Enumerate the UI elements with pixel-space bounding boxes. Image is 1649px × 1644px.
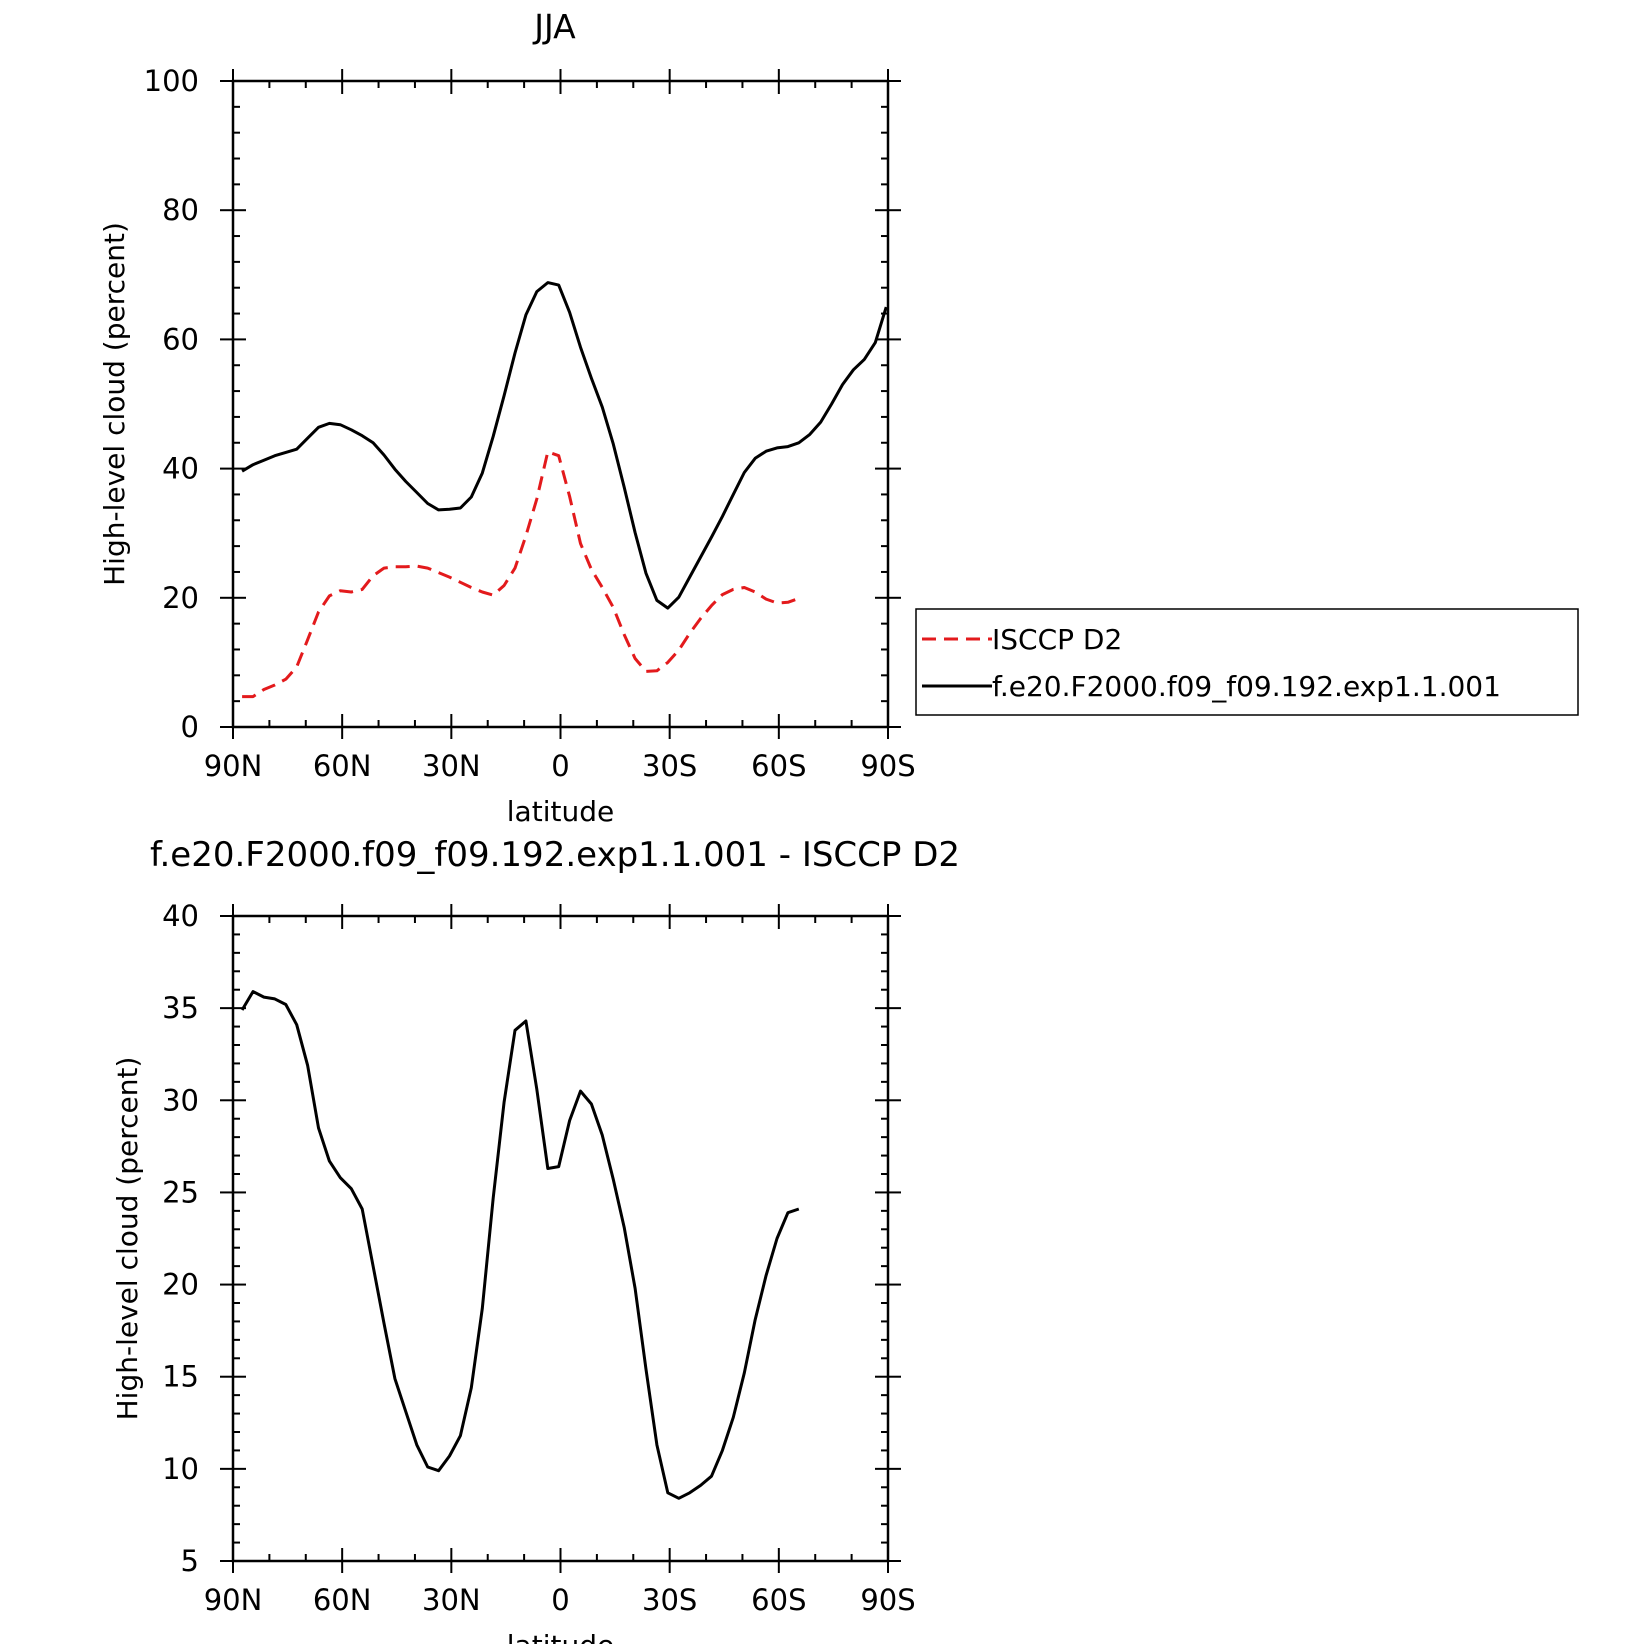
- top-series-line-1: [241, 281, 888, 610]
- top-legend: ISCCP D2 f.e20.F2000.f09_f09.192.exp1.1.…: [915, 608, 1579, 716]
- bottom-plot-frame: [231, 914, 890, 1563]
- x-tick-label: 30N: [422, 749, 481, 783]
- y-tick-label: 35: [162, 991, 199, 1025]
- x-tick-label: 60S: [751, 1583, 806, 1617]
- x-tick-label: 30S: [642, 749, 697, 783]
- y-tick-label: 60: [162, 322, 199, 356]
- top-chart-title: JJA: [532, 7, 576, 46]
- bottom-x-axis-label: latitude: [507, 1629, 614, 1644]
- y-tick-label: 30: [162, 1083, 199, 1117]
- legend-label-isccp: ISCCP D2: [992, 623, 1122, 656]
- bottom-y-axis-label: High-level cloud (percent): [111, 1057, 144, 1421]
- x-tick-label: 0: [551, 749, 569, 783]
- legend-box: [915, 608, 1579, 716]
- y-tick-label: 0: [181, 710, 199, 744]
- top-x-axis-label: latitude: [507, 795, 614, 828]
- x-tick-label: 60N: [313, 749, 372, 783]
- top-panel: JJA High-level cloud (percent) latitude …: [98, 7, 1579, 828]
- y-tick-label: 5: [181, 1544, 199, 1578]
- x-tick-label: 60S: [751, 749, 806, 783]
- x-tick-label: 30S: [642, 1583, 697, 1617]
- x-tick-label: 90N: [204, 1583, 263, 1617]
- y-tick-label: 10: [162, 1452, 199, 1486]
- x-tick-label: 90S: [860, 749, 915, 783]
- x-tick-label: 90S: [860, 1583, 915, 1617]
- y-tick-label: 100: [144, 64, 199, 98]
- y-tick-label: 40: [162, 452, 199, 486]
- y-tick-label: 20: [162, 581, 199, 615]
- legend-label-model: f.e20.F2000.f09_f09.192.exp1.1.001: [992, 670, 1501, 703]
- y-tick-label: 20: [162, 1268, 199, 1302]
- bottom-panel: f.e20.F2000.f09_f09.192.exp1.1.001 - ISC…: [111, 835, 960, 1644]
- y-tick-label: 25: [162, 1175, 199, 1209]
- x-tick-label: 90N: [204, 749, 263, 783]
- x-tick-label: 30N: [422, 1583, 481, 1617]
- top-y-axis-label: High-level cloud (percent): [98, 222, 131, 586]
- bottom-chart-title: f.e20.F2000.f09_f09.192.exp1.1.001 - ISC…: [150, 835, 960, 875]
- y-tick-label: 40: [162, 899, 199, 933]
- top-series-line-0: [242, 450, 800, 699]
- x-tick-label: 0: [551, 1583, 569, 1617]
- top-plot-frame: [231, 79, 890, 729]
- bottom-series-line-0: [240, 990, 800, 1500]
- y-tick-label: 15: [162, 1360, 199, 1394]
- x-tick-label: 60N: [313, 1583, 372, 1617]
- y-tick-label: 80: [162, 193, 199, 227]
